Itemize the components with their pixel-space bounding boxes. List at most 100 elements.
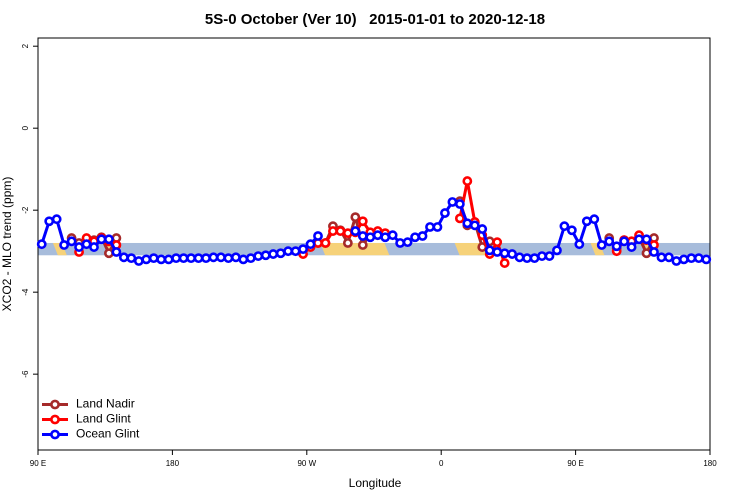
data-point — [514, 252, 525, 263]
data-point — [574, 239, 585, 250]
data-point — [342, 238, 353, 248]
data-point — [118, 252, 129, 263]
y-tick-label: 2 — [21, 43, 30, 48]
data-point — [186, 253, 196, 264]
data-point — [335, 226, 346, 236]
data-point — [51, 214, 62, 225]
data-point — [201, 253, 211, 264]
data-point — [581, 216, 592, 227]
data-point — [462, 176, 473, 186]
data-point — [701, 254, 712, 265]
data-point — [223, 253, 234, 264]
data-point — [320, 238, 331, 248]
data-point — [552, 245, 562, 256]
data-point — [380, 232, 391, 243]
data-point — [462, 218, 473, 229]
data-point — [66, 236, 77, 247]
land-span — [320, 242, 390, 256]
data-point — [417, 231, 428, 241]
data-point — [432, 222, 443, 232]
data-point — [104, 248, 114, 259]
data-point — [641, 234, 652, 245]
data-point — [245, 253, 256, 264]
data-point — [148, 253, 159, 264]
data-point — [649, 247, 659, 257]
data-point — [89, 242, 99, 252]
data-point — [357, 216, 368, 227]
land-span — [52, 242, 67, 256]
data-point — [44, 216, 55, 227]
data-point — [492, 247, 503, 257]
data-point — [357, 231, 368, 241]
data-point — [566, 225, 577, 236]
data-point — [253, 251, 264, 261]
data-point — [81, 239, 92, 250]
data-point — [693, 253, 704, 264]
data-point — [305, 239, 316, 250]
land-span — [590, 242, 605, 256]
x-tick-label: 180 — [703, 459, 717, 468]
data-point — [499, 248, 510, 259]
legend-marker — [50, 399, 60, 410]
x-tick-label: 0 — [439, 459, 444, 468]
data-point — [350, 226, 361, 236]
y-tick-label: -4 — [21, 288, 30, 296]
data-point — [477, 224, 488, 234]
data-point — [141, 254, 152, 265]
data-point — [298, 244, 308, 255]
data-point — [544, 251, 555, 261]
x-tick-label: 180 — [166, 459, 180, 468]
data-point — [656, 252, 667, 263]
data-point — [589, 214, 600, 225]
data-point — [454, 213, 465, 224]
data-point — [671, 256, 682, 266]
data-point — [537, 251, 547, 261]
data-point — [410, 232, 420, 243]
data-point — [522, 253, 532, 264]
data-point — [208, 252, 219, 263]
data-point — [387, 230, 398, 241]
data-point — [395, 238, 406, 248]
data-point — [275, 248, 286, 259]
data-point — [36, 239, 47, 250]
data-point — [260, 250, 271, 261]
x-tick-label: 90 E — [567, 459, 583, 468]
data-point — [634, 234, 644, 245]
data-point — [440, 208, 450, 218]
data-point — [507, 249, 518, 259]
legend-label: Land Nadir — [76, 397, 135, 411]
data-point — [626, 242, 637, 252]
data-point — [641, 248, 652, 259]
data-point — [171, 253, 182, 264]
y-tick-label: -2 — [21, 206, 30, 214]
data-point — [104, 234, 114, 245]
legend-marker — [50, 429, 60, 440]
legend-marker — [50, 414, 60, 425]
x-tick-label: 90 W — [297, 459, 316, 468]
data-point — [96, 234, 107, 245]
data-point — [492, 237, 503, 248]
data-point — [342, 228, 353, 239]
y-tick-label: 0 — [21, 125, 30, 130]
data-point — [678, 254, 689, 265]
data-point — [619, 236, 630, 247]
data-point — [156, 254, 167, 265]
data-point — [469, 220, 480, 231]
data-point — [559, 221, 570, 232]
data-point — [313, 231, 323, 241]
data-point — [596, 240, 607, 250]
data-point — [484, 245, 495, 256]
data-point — [402, 237, 413, 248]
data-point — [238, 254, 249, 265]
x-tick-label: 90 E — [30, 459, 46, 468]
data-point — [611, 241, 622, 252]
data-point — [328, 226, 338, 236]
data-point — [283, 246, 294, 257]
data-point — [664, 252, 674, 263]
legend-label: Land Glint — [76, 412, 131, 426]
data-point — [268, 249, 279, 259]
data-point — [604, 236, 615, 247]
data-point — [454, 199, 465, 209]
data-point — [216, 252, 226, 263]
